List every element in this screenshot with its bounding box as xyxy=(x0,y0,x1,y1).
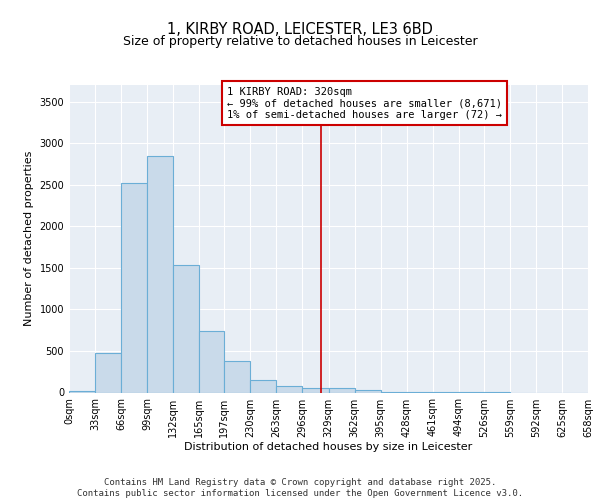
Bar xyxy=(302,388,329,392)
Bar xyxy=(250,380,277,392)
Text: Contains HM Land Registry data © Crown copyright and database right 2025.
Contai: Contains HM Land Registry data © Crown c… xyxy=(77,478,523,498)
Bar xyxy=(355,390,380,392)
Bar xyxy=(147,156,173,392)
Y-axis label: Number of detached properties: Number of detached properties xyxy=(24,151,34,326)
Bar xyxy=(277,386,302,392)
Bar xyxy=(121,183,147,392)
Bar xyxy=(224,361,250,392)
X-axis label: Distribution of detached houses by size in Leicester: Distribution of detached houses by size … xyxy=(184,442,473,452)
Bar xyxy=(95,353,121,393)
Text: 1, KIRBY ROAD, LEICESTER, LE3 6BD: 1, KIRBY ROAD, LEICESTER, LE3 6BD xyxy=(167,22,433,38)
Bar xyxy=(199,331,224,392)
Text: Size of property relative to detached houses in Leicester: Size of property relative to detached ho… xyxy=(122,35,478,48)
Bar xyxy=(173,266,199,392)
Text: 1 KIRBY ROAD: 320sqm
← 99% of detached houses are smaller (8,671)
1% of semi-det: 1 KIRBY ROAD: 320sqm ← 99% of detached h… xyxy=(227,86,502,120)
Bar xyxy=(329,388,355,392)
